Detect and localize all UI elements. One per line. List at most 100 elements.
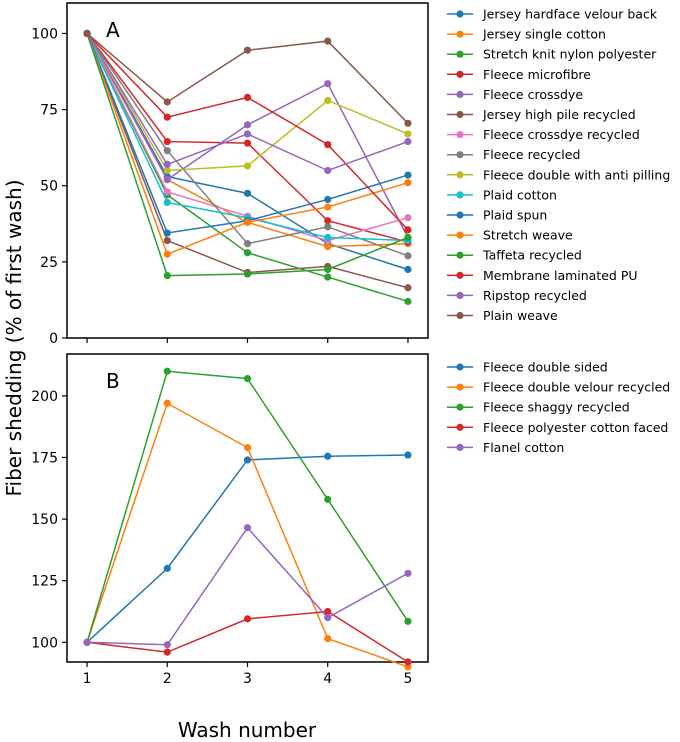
- data-point-fleece-shaggy-recycled: [324, 495, 332, 503]
- data-point-fleece-double-sided: [404, 451, 412, 459]
- legend-label-jersey-hardface-velour-back: Jersey hardface velour back: [482, 7, 658, 22]
- series-line-fleece-double-with-anti-pilling: [86, 33, 409, 172]
- legend-marker-plaid-spun: [456, 211, 464, 219]
- data-point-fleece-double-with-anti-pilling: [404, 130, 412, 138]
- legend-marker-stretch-weave: [456, 231, 464, 239]
- legend-marker-fleece-double-with-anti-pilling: [456, 171, 464, 179]
- data-point-plain-weave: [163, 98, 171, 106]
- legend-marker-flanel-cotton: [456, 443, 464, 451]
- data-point-taffeta-recycled: [243, 270, 252, 278]
- legend-marker-jersey-hardface-velour-back: [456, 10, 464, 18]
- data-point-flanel-cotton: [83, 638, 91, 646]
- data-point-ripstop-recycled: [163, 160, 171, 169]
- legend-label-jersey-high-pile-recycled: Jersey high pile recycled: [482, 107, 636, 122]
- data-point-fleece-double-sided: [243, 456, 252, 464]
- legend-label-plain-weave: Plain weave: [483, 308, 558, 323]
- legend-label-stretch-weave: Stretch weave: [483, 228, 573, 243]
- data-point-jersey-single-cotton: [324, 243, 332, 251]
- legend-marker-jersey-single-cotton: [456, 30, 464, 38]
- series-line-flanel-cotton: [87, 526, 409, 646]
- series-line-fleece-shaggy-recycled: [86, 370, 409, 643]
- data-point-ripstop-recycled: [324, 166, 332, 175]
- data-point-fleece-microfibre: [163, 137, 171, 146]
- legend-label-plaid-spun: Plaid spun: [483, 208, 547, 223]
- legend-marker-fleece-crossdye: [456, 90, 464, 98]
- x-tick-label: 4: [323, 671, 332, 687]
- legend-panel-b: Fleece double sided Fleece double velour …: [447, 360, 670, 455]
- y-tick-label: 125: [31, 574, 58, 590]
- series-line-fleece-double-velour-recycled: [86, 402, 409, 668]
- series-line-ripstop-recycled: [86, 33, 409, 172]
- legend-label-fleece-microfibre: Fleece microfibre: [483, 67, 591, 82]
- legend-marker-membrane-laminated-pu: [456, 271, 464, 279]
- data-point-fleece-double-velour-recycled: [404, 663, 412, 671]
- data-point-plaid-cotton: [324, 233, 332, 242]
- legend-panel-a: Jersey hardface velour back Jersey single…: [447, 7, 670, 323]
- legend-label-fleece-crossdye-recycled: Fleece crossdye recycled: [483, 127, 640, 142]
- legend-marker-stretch-knit-nylon-polyester: [456, 50, 464, 58]
- data-point-fleece-double-sided: [163, 564, 171, 572]
- legend-marker-fleece-double-sided: [456, 363, 464, 371]
- legend-marker-fleece-shaggy-recycled: [456, 403, 464, 411]
- data-point-stretch-knit-nylon-polyester: [324, 273, 332, 281]
- panel-b: 100 125 150 175 200 B: [31, 353, 429, 671]
- y-tick-label: 150: [31, 512, 58, 528]
- data-point-plain-weave: [83, 29, 91, 38]
- data-point-fleece-double-velour-recycled: [243, 444, 252, 452]
- y-axis-label: Fiber shedding (% of first wash): [2, 179, 26, 496]
- data-point-plaid-cotton: [163, 198, 171, 207]
- data-point-fleece-crossdye: [324, 80, 332, 88]
- data-point-fleece-recycled: [324, 223, 332, 231]
- legend-label-plaid-cotton: Plaid cotton: [483, 187, 557, 202]
- data-point-taffeta-recycled: [324, 265, 332, 274]
- data-point-plaid-spun: [163, 229, 171, 237]
- y-tick-label: 175: [31, 450, 58, 466]
- data-point-flanel-cotton: [163, 641, 171, 649]
- data-point-fleece-polyester-cotton-faced: [324, 607, 332, 616]
- legend-label-fleece-double-with-anti-pilling: Fleece double with anti pilling: [483, 167, 670, 182]
- legend-label-jersey-single-cotton: Jersey single cotton: [482, 27, 606, 42]
- data-point-ripstop-recycled: [404, 137, 412, 146]
- data-point-fleece-double-velour-recycled: [324, 634, 332, 643]
- legend-label-fleece-double-sided: Fleece double sided: [483, 360, 608, 375]
- data-point-membrane-laminated-pu: [163, 113, 171, 121]
- x-tick-label: 2: [163, 671, 172, 687]
- legend-label-fleece-shaggy-recycled: Fleece shaggy recycled: [483, 400, 630, 415]
- data-point-fleece-shaggy-recycled: [404, 617, 412, 625]
- x-axis-ticks: 1 2 3 4 5: [83, 671, 413, 687]
- data-point-jersey-high-pile-recycled: [404, 284, 412, 292]
- data-point-flanel-cotton: [243, 524, 252, 532]
- data-point-fleece-double-with-anti-pilling: [324, 96, 332, 105]
- legend-marker-fleece-recycled: [456, 151, 464, 159]
- legend-label-fleece-polyester-cotton-faced: Fleece polyester cotton faced: [483, 420, 668, 435]
- legend-label-fleece-double-velour-recycled: Fleece double velour recycled: [483, 380, 670, 395]
- y-tick-label: 75: [40, 103, 58, 119]
- data-point-fleece-microfibre: [243, 139, 252, 147]
- panel-a: 0 25 50 75 100 A: [31, 2, 429, 347]
- x-tick-label: 3: [243, 671, 252, 687]
- data-point-fleece-crossdye-recycled: [404, 214, 412, 222]
- legend-marker-plain-weave: [456, 311, 464, 320]
- legend-label-stretch-knit-nylon-polyester: Stretch knit nylon polyester: [483, 47, 657, 62]
- data-point-fleece-double-velour-recycled: [163, 399, 171, 407]
- data-point-stretch-weave: [163, 250, 171, 258]
- data-point-membrane-laminated-pu: [404, 226, 412, 234]
- data-point-fleece-shaggy-recycled: [243, 375, 252, 383]
- data-point-fleece-double-sided: [324, 452, 332, 460]
- legend-marker-plaid-cotton: [456, 191, 464, 199]
- y-tick-label: 200: [31, 389, 58, 405]
- legend-label-taffeta-recycled: Taffeta recycled: [482, 248, 582, 263]
- x-axis-label: Wash number: [178, 718, 317, 742]
- data-point-fleece-crossdye-recycled: [163, 188, 171, 196]
- data-point-membrane-laminated-pu: [324, 141, 332, 149]
- data-point-plaid-spun: [404, 171, 412, 179]
- data-point-jersey-hardface-velour-back: [243, 189, 252, 197]
- data-point-membrane-laminated-pu: [243, 93, 252, 102]
- legend-label-membrane-laminated-pu: Membrane laminated PU: [483, 268, 638, 283]
- legend-marker-ripstop-recycled: [456, 291, 464, 299]
- legend-label-fleece-recycled: Fleece recycled: [483, 147, 580, 162]
- data-point-fleece-crossdye: [163, 176, 171, 184]
- data-point-stretch-weave: [404, 179, 412, 187]
- data-point-fleece-recycled: [243, 239, 252, 248]
